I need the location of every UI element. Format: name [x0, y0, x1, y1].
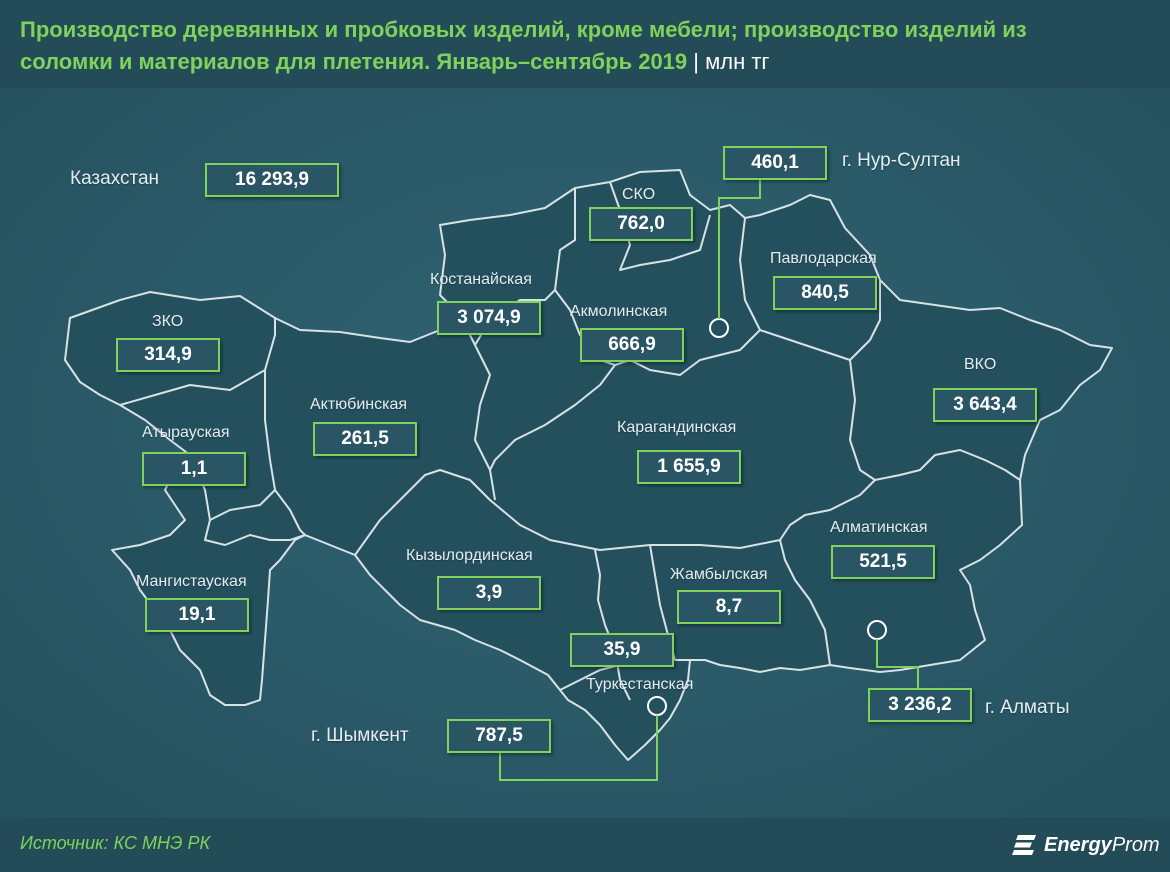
kazakhstan-value: 16 293,9: [205, 163, 339, 197]
region-label-mangistau: Мангистауская: [136, 573, 247, 590]
region-value-kyzylorda: 3,9: [437, 576, 541, 610]
region-value-kostanay: 3 074,9: [437, 301, 541, 335]
almaty-leader: [876, 639, 919, 690]
region-label-aktobe: Актюбинская: [310, 396, 408, 413]
logo-text-bold: Energy: [1044, 833, 1112, 856]
border-atyrau: [189, 370, 276, 521]
title-unit: | млн тг: [693, 49, 770, 74]
region-label-karaganda: Карагандинская: [617, 419, 737, 436]
region-value-mangistau: 19,1: [145, 598, 249, 632]
region-value-zko: 314,9: [116, 338, 220, 372]
shymkent-leader: [499, 715, 658, 781]
region-value-turkestan: 35,9: [570, 633, 674, 667]
region-label-kyzylorda: Кызылординская: [406, 547, 533, 564]
region-value-karaganda: 1 655,9: [637, 450, 741, 484]
kazakhstan-label: Казахстан: [70, 168, 160, 189]
region-label-sko: СКО: [622, 186, 656, 203]
city-value-shymkent: 787,5: [447, 719, 551, 753]
header: [0, 0, 1170, 88]
energyprom-logo-icon: [1012, 835, 1036, 855]
city-value-almaty: 3 236,2: [868, 688, 972, 722]
title-line-1: Производство деревянных и пробковых изде…: [20, 17, 1027, 42]
title-line-2: соломки и материалов для плетения. Январ…: [20, 49, 688, 74]
border-akmola-south: [489, 364, 616, 471]
border-zhambyl-west: [649, 544, 690, 661]
page-title: Производство деревянных и пробковых изде…: [20, 14, 1140, 78]
nur-sultan-leader: [718, 178, 761, 319]
city-value-nur-sultan: 460,1: [723, 146, 827, 180]
region-label-atyrau: Атырауская: [142, 424, 230, 441]
region-label-zko: ЗКО: [152, 313, 184, 330]
city-label-almaty: г. Алматы: [985, 697, 1070, 718]
border-vko: [849, 359, 1021, 481]
region-label-turkestan: Туркестанская: [586, 676, 694, 693]
region-value-pavlodar: 840,5: [773, 276, 877, 310]
footer: [0, 818, 1170, 872]
region-label-vko: ВКО: [964, 356, 997, 373]
region-label-almaty-obl: Алматинская: [830, 519, 928, 536]
border-mangistau: [204, 519, 306, 546]
energyprom-logo-text: EnergyProm: [1044, 834, 1160, 857]
border-zhambyl: [650, 539, 781, 549]
city-label-shymkent: г. Шымкент: [311, 725, 409, 746]
region-value-vko: 3 643,4: [933, 388, 1037, 422]
border-kyzylorda-east: [594, 549, 631, 701]
country-outline: [64, 169, 1113, 761]
region-label-zhambyl: Жамбылская: [670, 566, 768, 583]
region-value-aktobe: 261,5: [313, 422, 417, 456]
region-label-kostanay: Костанайская: [430, 271, 532, 288]
border-aktobe: [274, 489, 306, 536]
energyprom-logo: EnergyProm: [1012, 828, 1160, 862]
source-note: Источник: КС МНЭ РК: [20, 833, 211, 853]
region-label-pavlodar: Павлодарская: [770, 250, 877, 267]
region-value-sko: 762,0: [589, 207, 693, 241]
region-value-almaty-obl: 521,5: [831, 545, 935, 579]
region-value-atyrau: 1,1: [142, 452, 246, 486]
city-label-nur-sultan: г. Нур-Султан: [842, 150, 961, 171]
region-value-zhambyl: 8,7: [677, 590, 781, 624]
region-label-akmola: Акмолинская: [570, 303, 668, 320]
border-aktobe-east: [354, 469, 651, 556]
logo-text-light: Prom: [1111, 833, 1160, 856]
region-value-akmola: 666,9: [580, 328, 684, 362]
border-zko: [119, 318, 276, 406]
